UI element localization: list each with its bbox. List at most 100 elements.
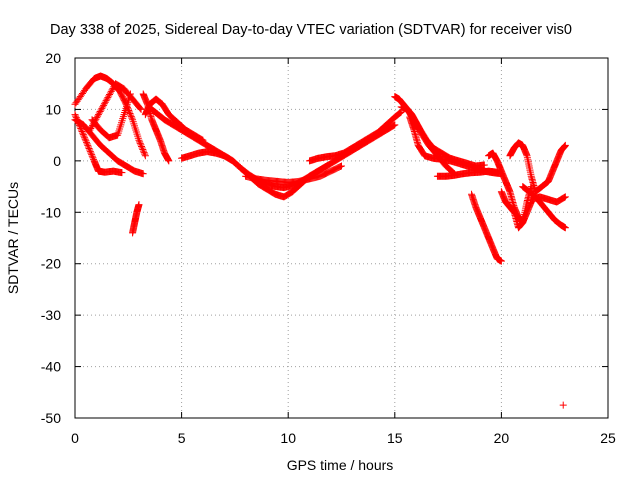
data-point [86,126,94,134]
data-point [103,95,111,103]
data-point [561,193,569,201]
data-point [336,163,344,171]
y-tick-label: 20 [45,50,61,66]
data-point [84,143,92,151]
data-point [100,100,108,108]
series-outlier [559,401,567,409]
data-point [126,110,134,118]
data-point [87,124,95,132]
data-point [136,104,144,112]
data-point [94,112,102,120]
series-arc-e [88,90,134,142]
data-point [85,145,93,153]
plot-frame [74,57,609,419]
data-point [83,138,91,146]
x-axis-label: GPS time / hours [287,457,394,473]
series-arc-t [506,139,540,196]
data-point [87,149,95,157]
data-point [102,97,110,105]
data-point [127,111,135,119]
y-axis-label: SDTVAR / TECUs [5,182,21,294]
data-point [109,84,117,92]
series-arc-v [532,141,569,196]
data-point [88,152,96,160]
data-point [138,142,146,150]
data-point [323,162,331,170]
data-point [79,131,87,139]
data-point [136,138,144,146]
data-point [322,163,330,171]
data-point [95,109,103,117]
data-point [96,107,104,115]
data-point [100,101,108,109]
y-tick-label: 0 [53,153,61,169]
x-tick-label: 25 [600,430,616,446]
data-point [139,170,147,178]
series-arc-j [178,148,331,201]
data-point [127,113,135,121]
series-arc-g [139,90,173,165]
x-tick-label: 20 [494,430,510,446]
data-point [397,109,405,117]
series-arc-o [406,113,505,178]
data-point [561,193,569,201]
data-point [137,141,145,149]
data-point [93,114,101,122]
data-point [99,103,107,111]
data-point [82,137,90,145]
data-point [396,109,404,117]
data-point [86,148,94,156]
series-arc-p [433,167,501,180]
data-point [560,194,568,202]
data-point [135,201,143,209]
data-point [561,224,569,232]
data-point [165,157,173,165]
series-arc-w [527,193,569,206]
data-point [98,104,106,112]
data-point [390,121,398,129]
data-point [83,140,91,148]
series-arc-d [86,80,145,134]
data-point [497,257,505,265]
data-point [338,162,345,170]
data-markers [71,72,569,409]
data-point [139,147,147,155]
y-tick-label: 10 [45,101,61,117]
data-point [480,161,488,169]
data-point [88,151,96,159]
x-tick-label: 10 [280,430,296,446]
data-point [88,123,96,131]
x-tick-labels: 0 5 10 15 20 25 [71,430,616,446]
axes [74,57,609,419]
data-point [135,136,143,144]
data-point [78,128,86,136]
data-point [126,90,134,98]
data-point [104,94,112,102]
data-point [81,134,89,142]
series-arc-l [306,108,405,165]
data-point [138,144,146,152]
data-point [141,150,149,158]
y-tick-label: -40 [41,359,61,375]
data-point [391,121,399,129]
data-point [79,129,87,137]
y-tick-label: -30 [41,307,61,323]
data-point [86,146,94,154]
x-tick-label: 0 [71,430,79,446]
data-point [321,163,329,171]
y-tick-label: -10 [41,204,61,220]
data-point [106,91,114,99]
data-point [81,135,89,143]
data-point [561,141,569,149]
data-point [140,149,148,157]
data-point [559,401,567,409]
series-arc-c [71,116,147,178]
data-point [389,122,397,130]
data-point [97,106,105,114]
data-point [118,169,126,177]
series-arc-f [129,201,143,237]
y-tick-label: -50 [41,410,61,426]
y-tick-labels: -50 -40 -30 -20 -10 0 10 20 [41,50,61,426]
data-point [125,108,133,116]
